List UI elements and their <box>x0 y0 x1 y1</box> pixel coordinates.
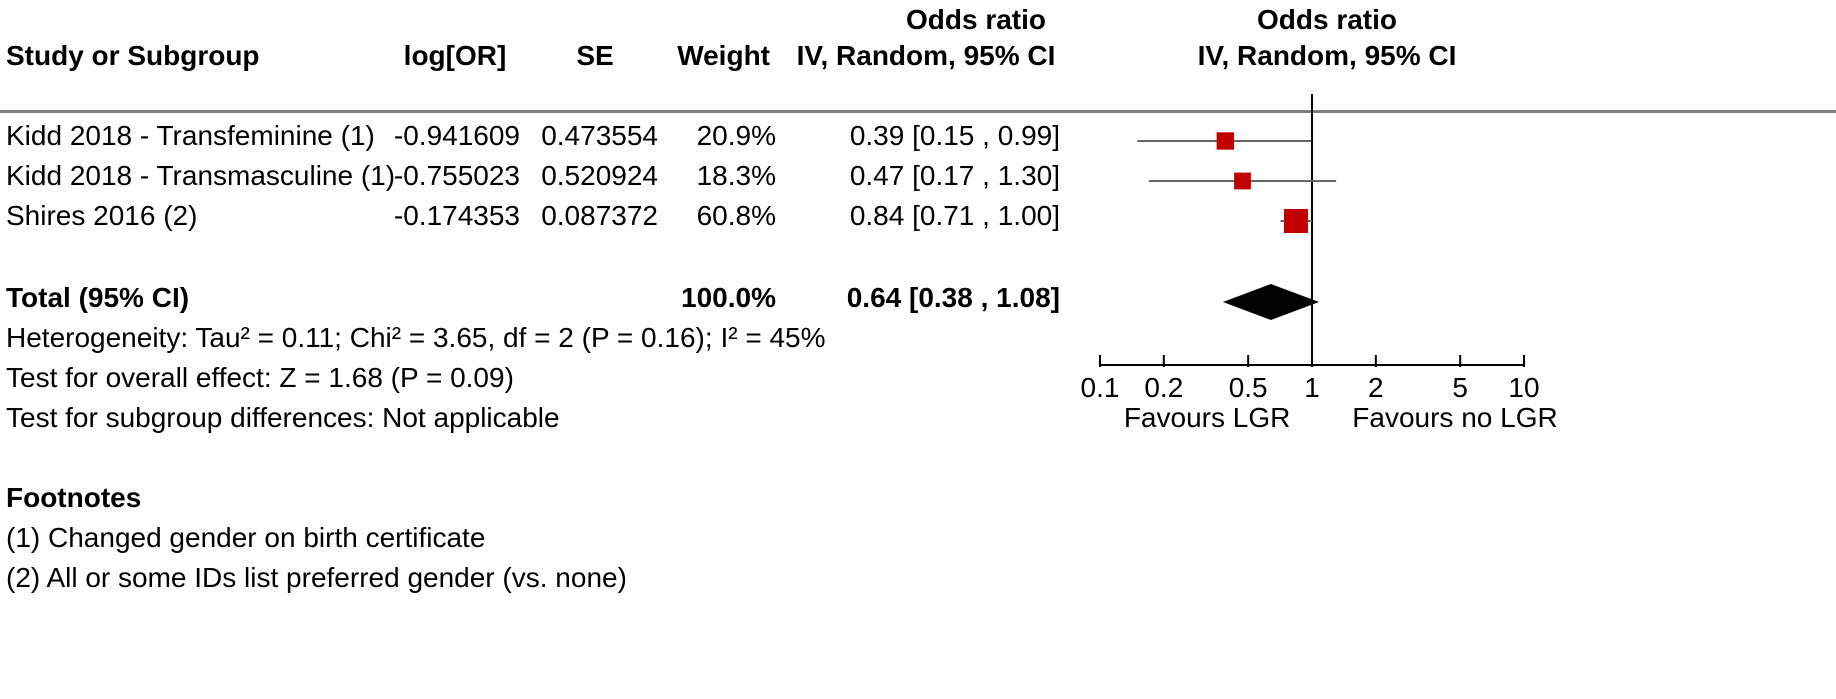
x-tick-label: 2 <box>1368 372 1384 403</box>
study-name: Kidd 2018 - Transmasculine (1) <box>6 160 396 191</box>
footnote-item: (2) All or some IDs list preferred gende… <box>6 562 627 593</box>
footnote-item: (1) Changed gender on birth certificate <box>6 522 486 553</box>
x-tick-label: 1 <box>1304 372 1320 403</box>
plot-header-line1: Odds ratio <box>1256 4 1397 35</box>
study-se: 0.087372 <box>541 200 658 231</box>
footnotes-title: Footnotes <box>6 482 142 513</box>
x-tick-label: 10 <box>1508 372 1539 403</box>
study-marker <box>1283 209 1308 233</box>
study-name: Shires 2016 (2) <box>6 200 198 231</box>
study-se: 0.473554 <box>541 120 658 151</box>
header-divider <box>0 110 1836 113</box>
study-name: Kidd 2018 - Transfeminine (1) <box>6 120 375 151</box>
subgroup-differences-text: Test for subgroup differences: Not appli… <box>6 402 560 433</box>
favours-right-label: Favours no LGR <box>1352 402 1557 433</box>
or-header-line1: Odds ratio <box>905 4 1046 35</box>
total-label: Total (95% CI) <box>6 282 190 313</box>
favours-left-label: Favours LGR <box>1124 402 1291 433</box>
study-se: 0.520924 <box>541 160 658 191</box>
total-weight: 100.0% <box>681 282 776 313</box>
x-tick-label: 0.1 <box>1081 372 1120 403</box>
x-tick-label: 0.2 <box>1144 372 1183 403</box>
weight-column-header: Weight <box>677 40 770 71</box>
log-or-column-header: log[OR] <box>403 40 507 71</box>
study-log-or: -0.174353 <box>393 200 520 231</box>
study-weight: 20.9% <box>696 120 776 151</box>
study-marker <box>1234 172 1251 190</box>
study-log-or: -0.755023 <box>393 160 520 191</box>
study-marker <box>1216 132 1234 150</box>
plot-header-line2: IV, Random, 95% CI <box>1197 40 1457 71</box>
study-column-header: Study or Subgroup <box>6 40 260 71</box>
heterogeneity-text: Heterogeneity: Tau² = 0.11; Chi² = 3.65,… <box>6 322 826 353</box>
study-weight: 60.8% <box>696 200 776 231</box>
x-tick-label: 0.5 <box>1229 372 1268 403</box>
pooled-diamond <box>1222 284 1320 320</box>
se-column-header: SE <box>576 40 614 71</box>
total-ci-text: 0.64 [0.38 , 1.08] <box>846 282 1060 313</box>
or-header-line2: IV, Random, 95% CI <box>796 40 1056 71</box>
study-ci-text: 0.47 [0.17 , 1.30] <box>849 160 1060 191</box>
x-tick-label: 5 <box>1452 372 1468 403</box>
study-weight: 18.3% <box>696 160 776 191</box>
study-ci-text: 0.39 [0.15 , 0.99] <box>849 120 1060 151</box>
study-log-or: -0.941609 <box>393 120 520 151</box>
overall-effect-text: Test for overall effect: Z = 1.68 (P = 0… <box>6 362 514 393</box>
study-ci-text: 0.84 [0.71 , 1.00] <box>849 200 1060 231</box>
